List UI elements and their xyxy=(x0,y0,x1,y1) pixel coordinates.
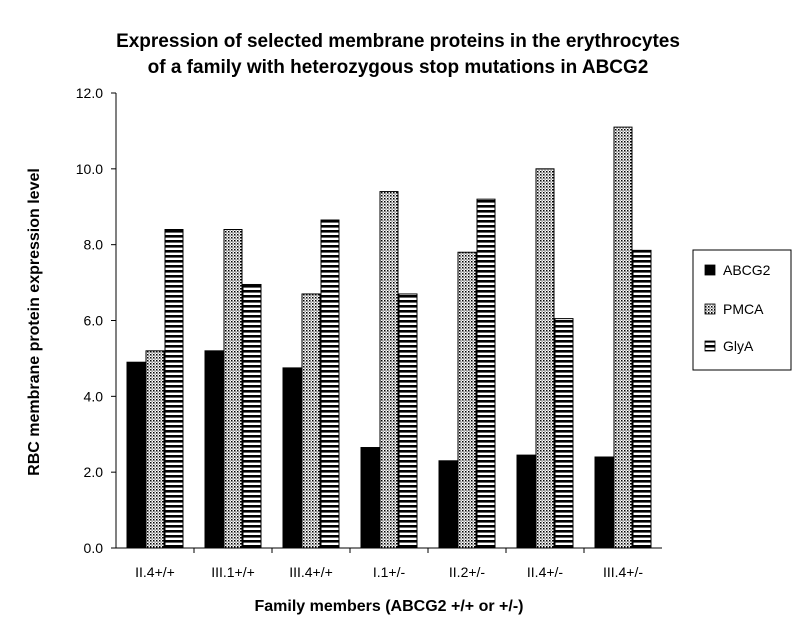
bar-pmca-iii-4 xyxy=(301,293,321,549)
x-tick-label: II.4+/- xyxy=(527,564,564,580)
bar-abcg2-i-1 xyxy=(360,447,380,549)
chart-title: Expression of selected membrane proteins… xyxy=(116,31,680,78)
bar-abcg2-ii-4 xyxy=(516,454,536,549)
y-tick-label: 12.0 xyxy=(76,85,103,101)
x-tick-label: II.2+/- xyxy=(449,564,486,580)
bar-pmca-ii-4 xyxy=(145,350,165,549)
bar-pmca-iii-4 xyxy=(613,126,633,549)
x-tick-label: I.1+/- xyxy=(373,564,406,580)
x-tick-label: III.1+/+ xyxy=(211,564,255,580)
legend: ABCG2 PMCA GlyA xyxy=(692,249,792,371)
x-tick-label: III.4+/- xyxy=(603,564,643,580)
legend-label-pmca: PMCA xyxy=(723,301,764,317)
y-tick-label: 4.0 xyxy=(84,388,104,404)
y-tick-label: 0.0 xyxy=(84,540,104,556)
x-axis-ticks: II.4+/+ III.1+/+ III.4+/+ I.1+/- II.2+/- II.4… xyxy=(135,548,643,580)
legend-swatch-glya xyxy=(704,340,716,352)
bar-glya-ii-4 xyxy=(554,318,574,549)
bar-abcg2-iii-4 xyxy=(282,367,302,549)
chart-title-line-2: of a family with heterozygous stop mutat… xyxy=(148,57,649,78)
y-tick-label: 10.0 xyxy=(76,161,103,177)
legend-label-glya: GlyA xyxy=(723,338,754,354)
x-tick-label: III.4+/+ xyxy=(289,564,333,580)
y-tick-label: 2.0 xyxy=(84,464,104,480)
bar-glya-ii-2 xyxy=(476,198,496,549)
bar-pmca-ii-2 xyxy=(457,251,477,549)
y-axis-ticks: 0.0 2.0 4.0 6.0 8.0 10.0 12.0 xyxy=(76,85,116,556)
bar-glya-iii-4 xyxy=(320,219,340,549)
bar-glya-i-1 xyxy=(398,293,418,549)
x-tick-label: II.4+/+ xyxy=(135,564,175,580)
legend-label-abcg2: ABCG2 xyxy=(723,262,771,278)
bar-abcg2-iii-1 xyxy=(204,350,224,549)
y-axis-title: RBC membrane protein expression level xyxy=(26,168,43,476)
bar-pmca-i-1 xyxy=(379,191,399,549)
x-axis-title: Family members (ABCG2 +/+ or +/-) xyxy=(255,598,524,615)
bar-glya-iii-1 xyxy=(242,283,262,549)
y-tick-label: 8.0 xyxy=(84,237,104,253)
bar-abcg2-ii-2 xyxy=(438,460,458,549)
legend-swatch-pmca xyxy=(704,303,716,315)
y-tick-label: 6.0 xyxy=(84,313,104,329)
legend-swatch-abcg2 xyxy=(704,264,716,276)
bar-abcg2-iii-4 xyxy=(594,456,614,549)
bar-glya-iii-4 xyxy=(632,249,652,549)
bar-pmca-ii-4 xyxy=(535,168,555,549)
bars xyxy=(126,126,652,549)
bar-pmca-iii-1 xyxy=(223,229,243,549)
bar-glya-ii-4 xyxy=(164,229,184,549)
chart-title-line-1: Expression of selected membrane proteins… xyxy=(116,31,680,52)
bar-abcg2-ii-4 xyxy=(126,361,146,549)
